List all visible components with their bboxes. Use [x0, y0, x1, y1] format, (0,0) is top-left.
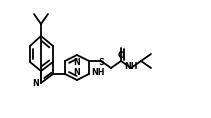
Text: S: S [98, 58, 104, 67]
Text: NH: NH [124, 62, 138, 71]
Text: O: O [118, 51, 124, 60]
Text: N: N [74, 58, 80, 67]
Text: N: N [32, 78, 39, 88]
Text: N: N [74, 68, 80, 77]
Text: NH: NH [91, 68, 104, 77]
